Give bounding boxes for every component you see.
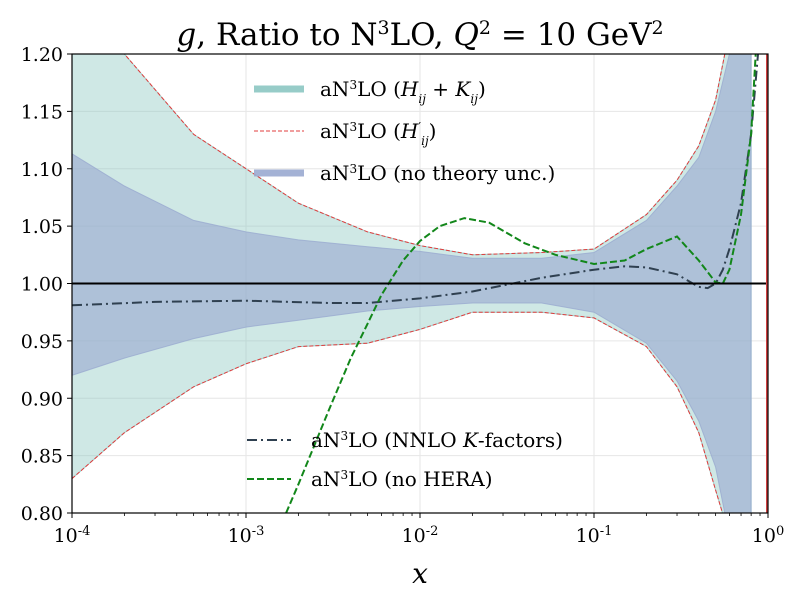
x-axis-title: x xyxy=(412,557,428,590)
y-tick-label: 1.00 xyxy=(21,274,63,296)
x-tick-label: 10-1 xyxy=(576,524,613,548)
y-tick-label: 0.95 xyxy=(21,331,63,353)
legend-h-prime: aN3LO (H′ij) xyxy=(254,119,436,148)
h-prime-upper-line xyxy=(123,54,726,256)
y-tick-label: 0.90 xyxy=(21,388,63,410)
legend-label: aN3LO (no theory unc.) xyxy=(320,161,555,185)
legend-label: aN3LO (Hij + Kij) xyxy=(320,77,486,106)
y-tick-label: 1.15 xyxy=(21,101,63,123)
plot-area xyxy=(72,54,768,513)
x-tick-label: 10-4 xyxy=(54,524,91,548)
x-tick-label: 10-2 xyxy=(402,524,439,548)
no-hera-line xyxy=(285,54,757,513)
legend-label: aN3LO (H′ij) xyxy=(320,119,436,148)
y-tick-label: 1.20 xyxy=(21,44,63,66)
legend-top: aN3LO (Hij + Kij) aN3LO (H′ij) aN3LO (no t… xyxy=(254,77,555,185)
x-tick-label: 100 xyxy=(752,524,784,548)
y-tick-label: 0.85 xyxy=(21,446,63,468)
x-tick-label: 10-3 xyxy=(228,524,265,548)
y-tick-label: 1.10 xyxy=(21,159,63,181)
legend-hk-band: aN3LO (Hij + Kij) xyxy=(254,77,486,106)
axis-ticks: 10-4 10-3 10-2 10-1 100 0.80 0.85 0.90 0.95 1.00 1… xyxy=(21,44,785,547)
legend-no-hera: aN3LO (no HERA) xyxy=(247,467,493,491)
y-tick-label: 0.80 xyxy=(21,503,63,525)
legend-no-theory: aN3LO (no theory unc.) xyxy=(254,161,555,185)
y-tick-label: 1.05 xyxy=(21,216,63,238)
chart-title: g, Ratio to N3LO, Q2 = 10 GeV2 xyxy=(176,17,663,53)
h-prime-lower-line xyxy=(72,311,724,513)
legend-nnlo-k: aN3LO (NNLO K-factors) xyxy=(247,428,563,452)
legend-bottom: aN3LO (NNLO K-factors) aN3LO (no HERA) xyxy=(247,428,563,491)
legend-label: aN3LO (NNLO K-factors) xyxy=(311,428,563,452)
nnlo-k-factors-line xyxy=(72,54,760,307)
legend-label: aN3LO (no HERA) xyxy=(311,467,493,491)
